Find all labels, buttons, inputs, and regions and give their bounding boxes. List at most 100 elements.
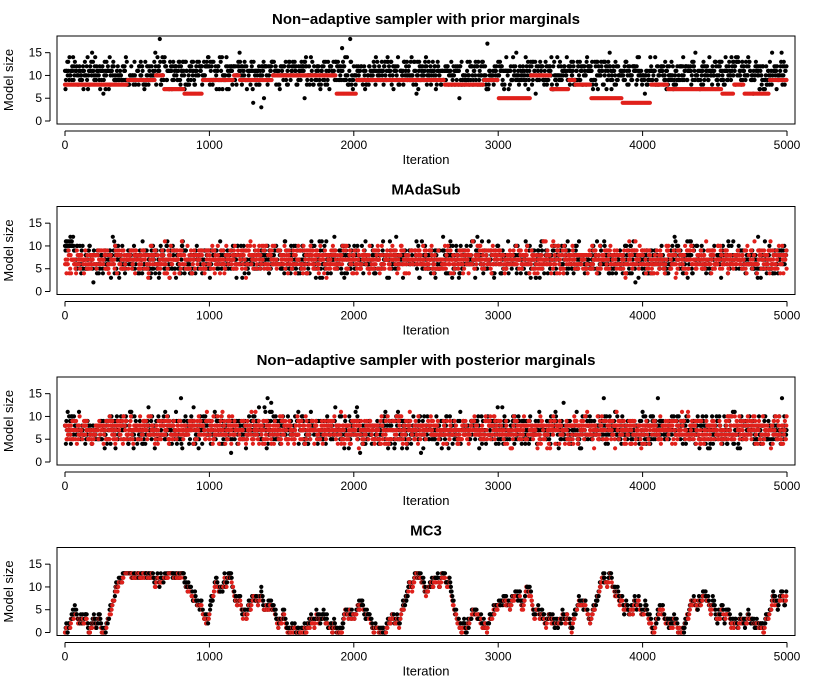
point-sampled [182,271,187,276]
point-selected [190,271,195,276]
point-selected [347,253,352,258]
point-sampled [576,73,582,78]
y-tick-label: 10 [29,68,43,82]
point-sampled [339,266,344,271]
point-sampled [241,68,246,73]
point-sampled [188,77,193,83]
point-sampled [663,59,668,64]
point-selected [424,248,429,253]
point-sampled [156,275,161,280]
point-sampled [394,73,399,78]
point-sampled [649,64,654,69]
point-sampled [775,64,780,69]
point-selected [607,266,612,271]
point-selected [601,253,606,258]
point-sampled [702,77,707,83]
point-selected [262,248,267,253]
point-sampled [271,59,276,64]
point-sampled [483,64,488,69]
point-sampled [63,87,68,92]
point-selected [179,248,184,253]
point-selected [540,266,545,271]
point-sampled [312,64,317,69]
point-selected [472,266,477,271]
point-selected [376,248,381,253]
point-selected [594,271,599,276]
point-selected [465,257,470,262]
point-sampled [90,50,95,55]
point-sampled [507,82,512,87]
point-selected [305,271,310,276]
point-sampled [100,64,105,69]
point-selected [507,248,513,253]
point-selected [351,253,356,258]
point-sampled [651,73,656,78]
point-sampled [178,64,184,69]
point-sampled [108,275,114,280]
point-sampled [309,68,314,73]
point-selected [527,96,532,101]
point-sampled [351,77,356,83]
point-sampled [406,68,411,73]
point-selected [221,257,226,262]
point-sampled [506,239,511,244]
point-selected [248,243,253,248]
point-sampled [710,64,715,69]
point-sampled [91,68,96,73]
point-selected [441,257,446,262]
point-sampled [202,73,207,78]
point-selected [146,271,151,276]
point-sampled [598,73,603,78]
point-selected [322,271,327,276]
point-selected [182,253,187,258]
point-sampled [186,73,191,78]
point-sampled [319,68,324,73]
point-sampled [506,271,511,276]
point-selected [229,262,234,267]
point-sampled [194,68,199,73]
point-selected [510,253,515,258]
point-sampled [390,73,395,78]
point-sampled [375,59,380,64]
point-sampled [673,239,678,244]
point-sampled [307,82,312,87]
point-selected [128,253,133,258]
point-sampled [117,275,122,280]
point-sampled [152,68,157,73]
point-sampled [151,266,156,271]
point-selected [199,91,204,96]
point-sampled [437,73,442,78]
point-sampled [583,73,588,78]
point-selected [246,248,251,253]
point-sampled [415,73,420,78]
point-selected [371,266,376,271]
point-sampled [114,68,119,73]
point-sampled [781,73,786,78]
x-axis-label: Iteration [403,152,450,167]
point-sampled [439,82,444,87]
point-sampled [292,59,297,64]
point-selected [322,248,328,253]
point-sampled [250,87,255,92]
point-sampled [712,68,717,73]
point-selected [563,248,568,253]
point-sampled [689,82,694,87]
point-sampled [514,271,519,276]
point-sampled [432,68,437,73]
point-sampled [719,275,724,280]
point-sampled [548,68,553,73]
point-sampled [570,68,575,73]
point-selected [160,248,165,253]
point-sampled [527,68,532,73]
point-selected [195,262,200,267]
point-selected [252,243,257,248]
point-sampled [348,36,353,42]
point-selected [266,262,271,267]
point-sampled [553,77,559,83]
point-selected [448,248,453,253]
point-sampled [609,73,615,78]
point-selected [766,91,771,96]
point-sampled [568,64,573,69]
point-sampled [187,82,192,87]
point-sampled [458,64,463,69]
